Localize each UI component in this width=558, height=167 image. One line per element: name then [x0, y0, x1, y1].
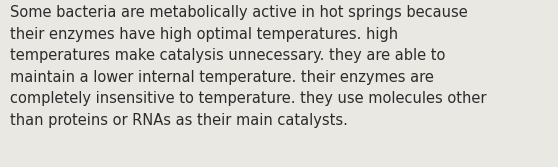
Text: Some bacteria are metabolically active in hot springs because
their enzymes have: Some bacteria are metabolically active i…	[10, 5, 487, 128]
